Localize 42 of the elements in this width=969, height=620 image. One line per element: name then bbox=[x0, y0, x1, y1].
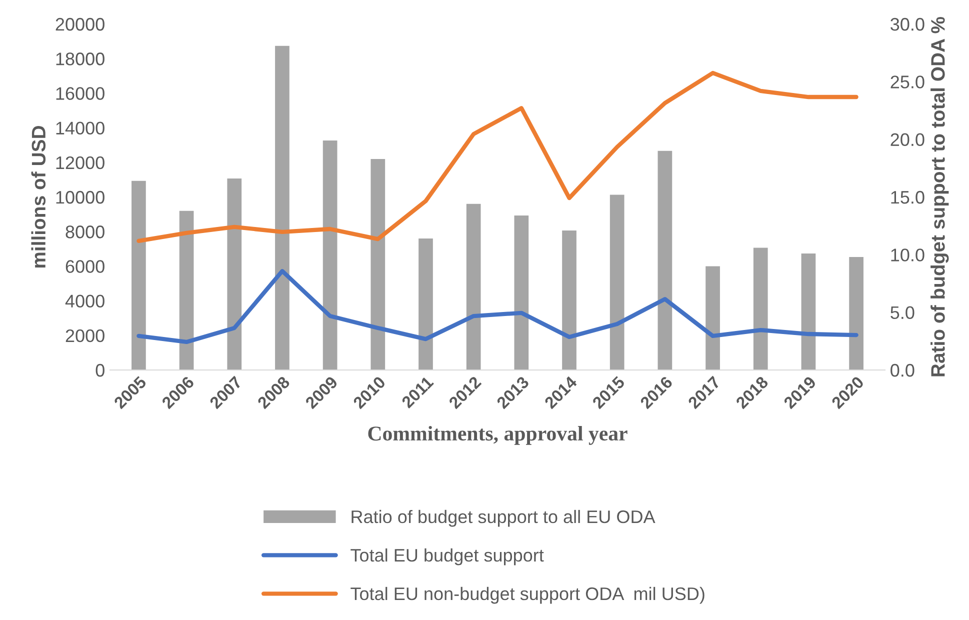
bar bbox=[562, 230, 576, 370]
bar bbox=[753, 248, 768, 370]
bar bbox=[370, 158, 386, 370]
x-axis-title: Commitments, approval year bbox=[368, 426, 628, 445]
y2-tick-label: 5.0 bbox=[890, 306, 914, 320]
y-tick-label: 6000 bbox=[66, 260, 104, 273]
y-tick-label: 10000 bbox=[56, 190, 104, 204]
legend-label: Total EU budget support bbox=[350, 548, 544, 566]
y-tick-label: 20000 bbox=[56, 18, 104, 31]
bar bbox=[849, 256, 864, 370]
bar bbox=[275, 46, 290, 370]
line-series bbox=[136, 268, 858, 344]
bar bbox=[179, 210, 194, 370]
bar bbox=[227, 178, 242, 370]
bar bbox=[132, 180, 146, 370]
y-tick-label: 18000 bbox=[56, 52, 104, 66]
bar bbox=[658, 150, 672, 370]
bar bbox=[514, 215, 529, 370]
bar bbox=[610, 194, 624, 370]
line-series bbox=[136, 70, 858, 244]
legend-label: Total EU non-budget support ODA mil USD) bbox=[350, 586, 704, 604]
y2-tick-label: 15.0 bbox=[891, 190, 924, 204]
y-tick-label: 12000 bbox=[56, 156, 104, 170]
bar bbox=[322, 140, 338, 370]
y-tick-label: 4000 bbox=[65, 294, 104, 308]
y-tick-label: 14000 bbox=[56, 122, 104, 135]
y2-tick-label: 20.0 bbox=[890, 133, 924, 146]
bar bbox=[706, 266, 720, 370]
y-tick-label: 0 bbox=[96, 364, 104, 377]
bar bbox=[801, 254, 816, 370]
y-tick-label: 2000 bbox=[66, 329, 104, 342]
y-axis-title: millions of USD bbox=[31, 126, 46, 268]
y2-tick-label: 10.0 bbox=[891, 248, 924, 262]
y-tick-label: 16000 bbox=[56, 87, 104, 100]
legend-label: Ratio of budget support to all EU ODA bbox=[352, 510, 656, 527]
y2-tick-label: 0.0 bbox=[890, 364, 914, 377]
bar bbox=[418, 238, 433, 370]
bar bbox=[466, 204, 481, 370]
y2-tick-label: 25.0 bbox=[890, 76, 924, 88]
y-tick-label: 8000 bbox=[66, 226, 104, 238]
y2-tick-label: 30.0 bbox=[890, 18, 924, 31]
y2-axis-title: Ratio of budget support to total ODA % bbox=[930, 16, 949, 376]
